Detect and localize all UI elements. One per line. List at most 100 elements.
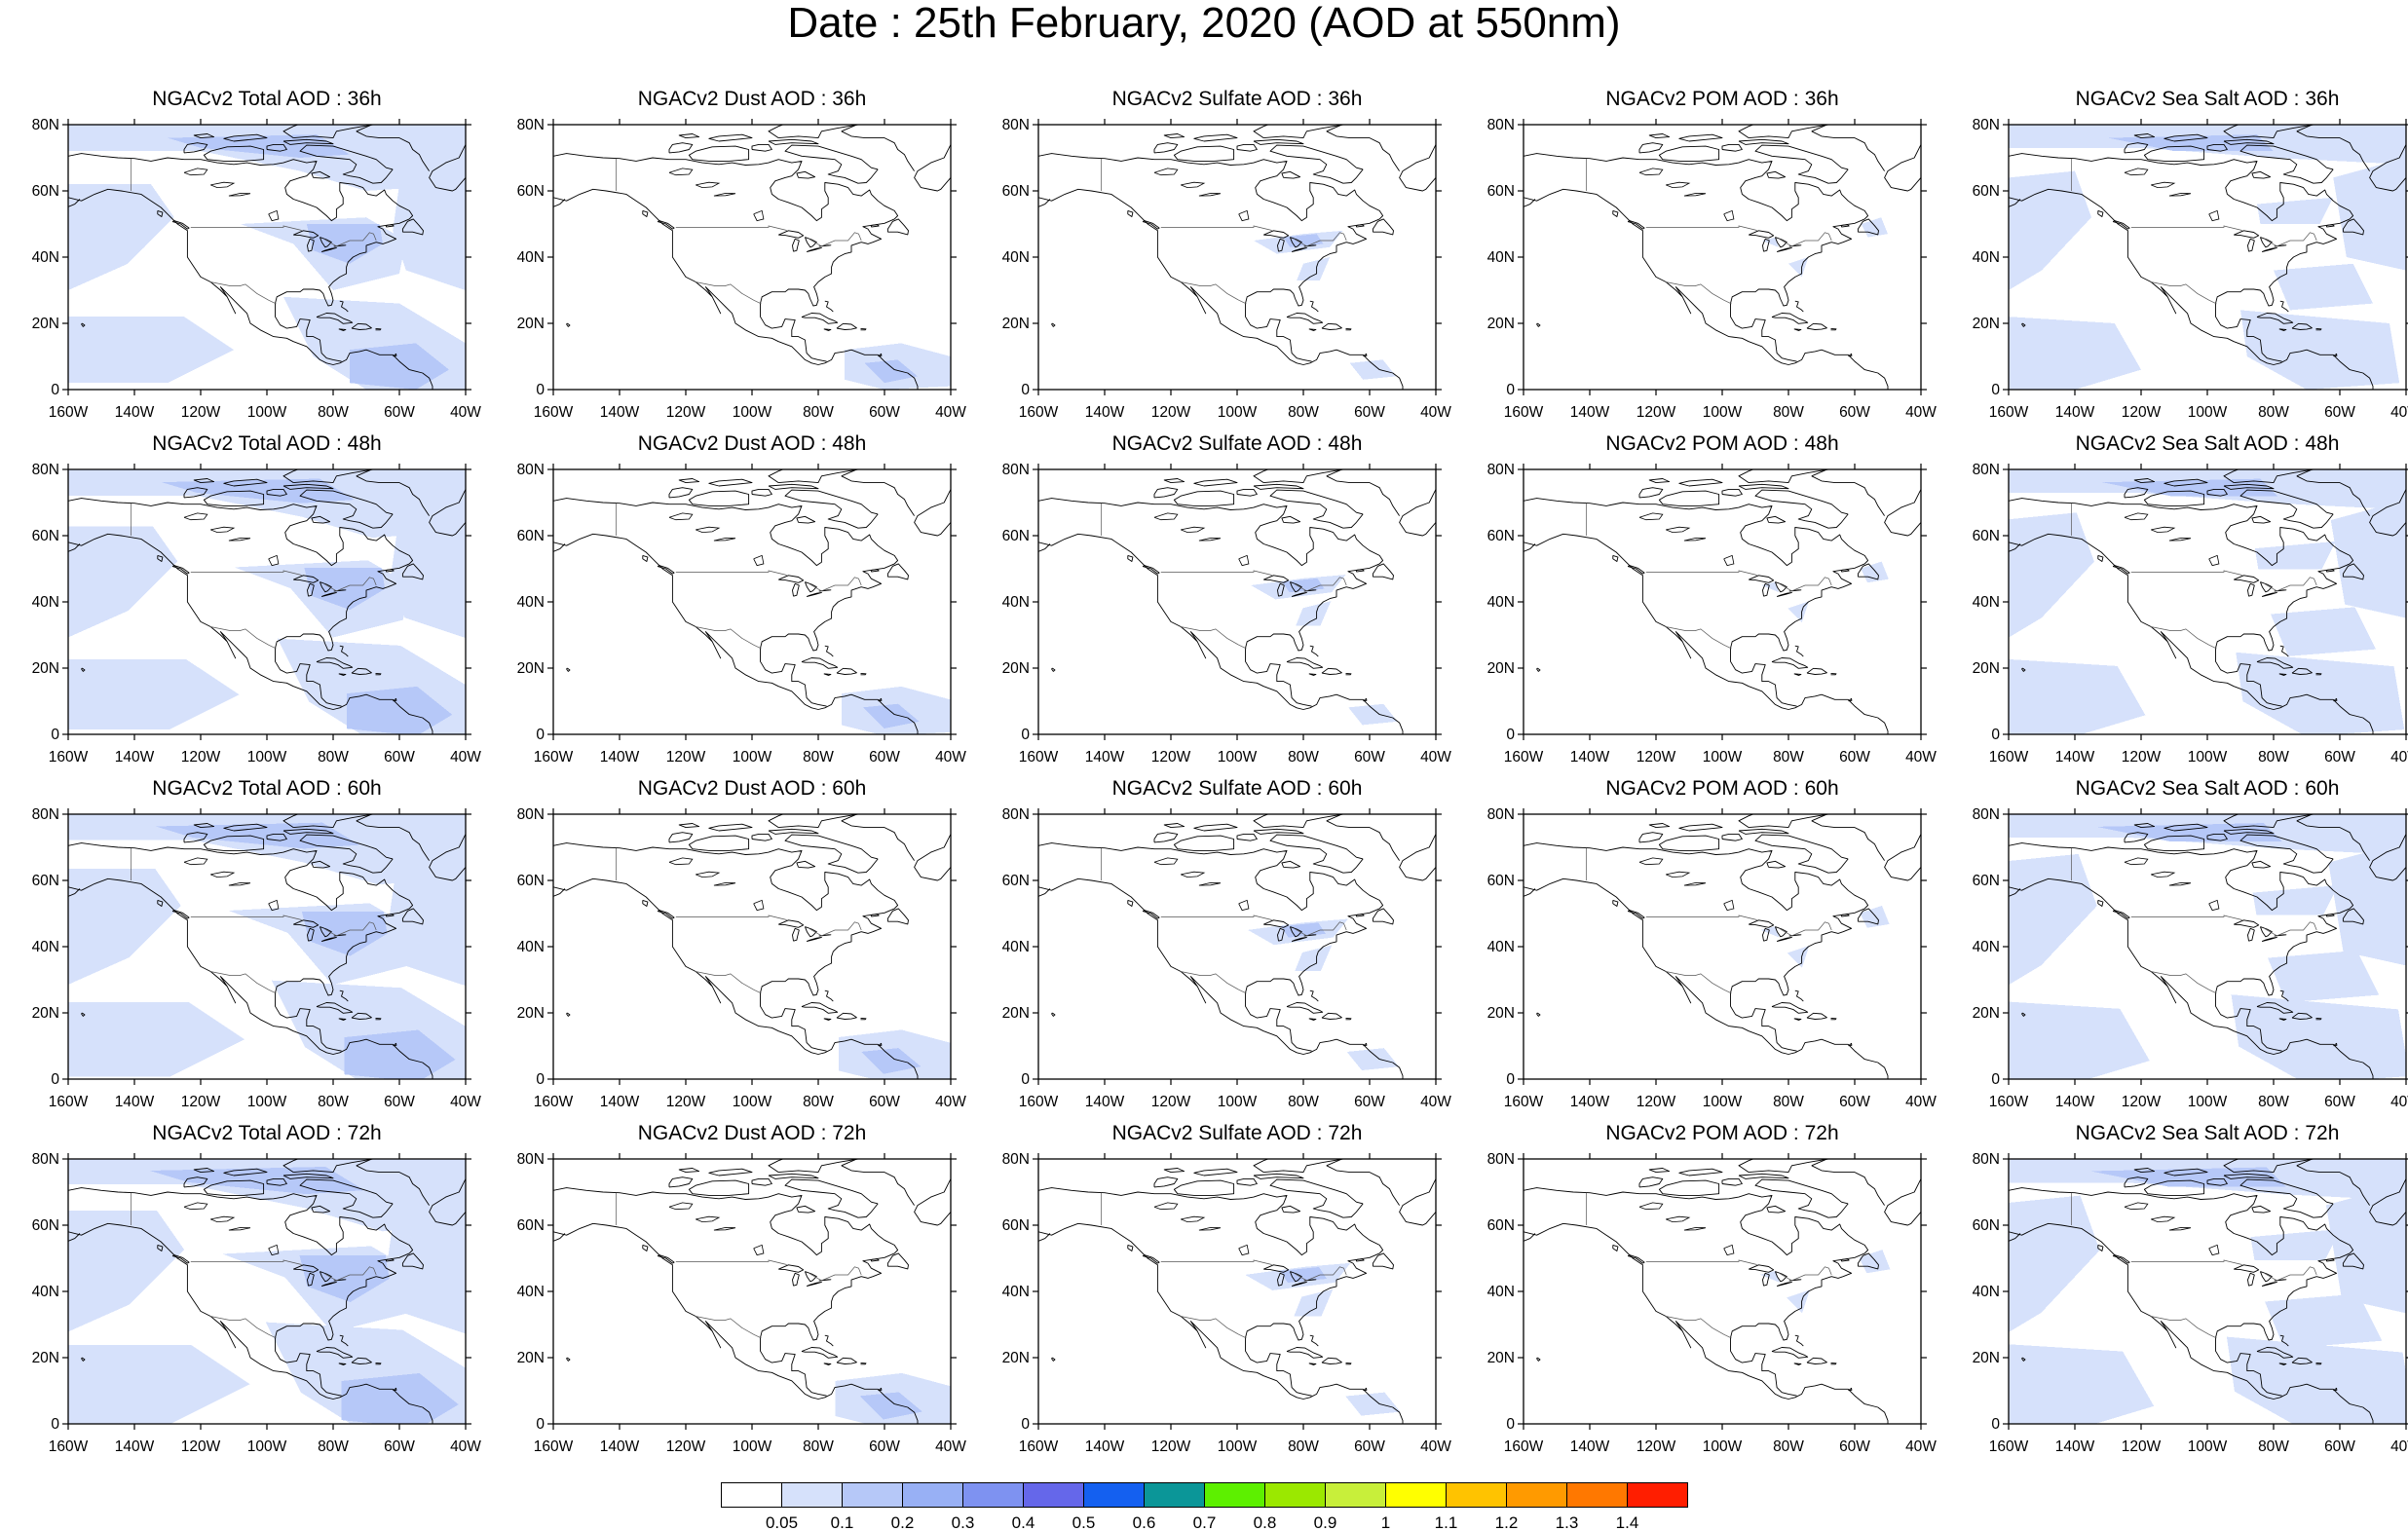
coastline — [841, 1165, 915, 1206]
lat-tick-label: 40N — [517, 1284, 545, 1300]
lat-tick-label: 60N — [1487, 873, 1515, 889]
colorbar-box — [1566, 1482, 1628, 1508]
lake-outline — [2151, 526, 2176, 534]
lon-tick-label: 60W — [1354, 1438, 1385, 1455]
coastline — [1253, 814, 1344, 829]
coastline — [2009, 153, 2354, 362]
coastline — [553, 1187, 899, 1397]
coastline — [553, 1233, 566, 1242]
lon-tick-label: 60W — [384, 404, 415, 421]
coastline — [2133, 478, 2156, 484]
coastline — [2274, 244, 2287, 247]
coastline — [1263, 575, 1290, 583]
coastline — [553, 199, 566, 207]
coastline — [1281, 515, 1301, 524]
lon-tick-label: 60W — [1839, 1094, 1870, 1110]
coastline — [1372, 1252, 1394, 1270]
coastline — [157, 899, 164, 907]
coastline — [320, 247, 337, 253]
coastline — [333, 589, 347, 592]
coastline — [1355, 224, 1365, 228]
coastline — [1811, 820, 1885, 861]
aod-area — [149, 1167, 365, 1195]
lon-tick-label: 80W — [2258, 404, 2289, 421]
lon-tick-label: 40W — [1420, 1438, 1451, 1455]
coastline — [1830, 672, 1837, 676]
lat-tick-label: 80N — [517, 1151, 545, 1168]
country-border — [1645, 915, 1757, 920]
aod-area — [2240, 310, 2400, 390]
aod-map: 80N 60N 40N 20N 0 160W 140W 120W 100W 80W 60W 40W — [1002, 462, 1452, 766]
coastline — [642, 554, 649, 562]
coastline — [1308, 1363, 1317, 1365]
coastline — [2256, 1002, 2294, 1014]
coastline — [778, 919, 805, 928]
coastline — [806, 247, 822, 253]
lon-tick-label: 160W — [534, 1438, 574, 1455]
coastline — [792, 238, 800, 252]
lat-tick-label: 20N — [517, 660, 545, 677]
coastline — [1738, 125, 1829, 139]
lon-tick-label: 40W — [2390, 404, 2408, 421]
coastline — [642, 1244, 649, 1251]
coastline — [1658, 1179, 1720, 1196]
lake-outline — [210, 526, 236, 534]
map-panel: NGACv2 Sea Salt AOD : 60h 80N 60N 40N 20N 0 16… — [1960, 775, 2408, 1120]
aod-map: 80N 60N 40N 20N 0 160W 140W 120W 100W 80W 60W 40W — [517, 1151, 967, 1455]
coastline — [708, 823, 753, 832]
coastlines — [1038, 814, 1436, 1079]
aod-area — [301, 911, 388, 956]
lat-tick-label: 0 — [1991, 1416, 2000, 1433]
coastline — [1326, 1159, 1436, 1226]
lon-tick-label: 120W — [666, 749, 706, 766]
coastline — [792, 582, 800, 597]
lake-outline — [2124, 512, 2149, 521]
aod-area — [350, 343, 449, 390]
lon-tick-label: 100W — [2188, 1094, 2228, 1110]
coastline — [1766, 1205, 1787, 1214]
coastline — [642, 899, 649, 907]
country-border — [1665, 626, 1732, 650]
coastline — [2325, 569, 2335, 573]
country-border — [2150, 971, 2217, 994]
lon-tick-label: 60W — [2324, 1438, 2355, 1455]
aod-area — [2236, 652, 2405, 734]
lon-tick-label: 60W — [1354, 749, 1385, 766]
coastline — [1142, 1254, 1160, 1264]
coastline — [2278, 328, 2287, 331]
aod-area — [2250, 1229, 2341, 1261]
coastline — [1038, 199, 1051, 207]
lat-tick-label: 0 — [51, 1416, 59, 1433]
coastline — [1355, 569, 1365, 573]
coastline — [886, 1252, 909, 1270]
coastline — [2259, 581, 2273, 593]
lon-tick-label: 120W — [1637, 1438, 1676, 1455]
coastline — [841, 1159, 951, 1226]
panel-title: NGACv2 Sulfate AOD : 60h — [1111, 777, 1363, 800]
lake-outline — [1683, 192, 1707, 197]
aod-area — [1279, 1267, 1328, 1283]
aod-area — [2226, 1336, 2406, 1424]
aod-map: 80N 60N 40N 20N 0 160W 140W 120W 100W 80W 60W 40W — [1002, 117, 1452, 421]
coastline — [1658, 490, 1720, 506]
coastline — [1326, 814, 1436, 881]
aod-area — [2009, 1344, 2155, 1424]
coastline — [2247, 927, 2255, 942]
coastline — [553, 543, 566, 552]
lat-tick-label: 0 — [51, 1071, 59, 1088]
coastline — [293, 1264, 320, 1273]
aod-shading — [68, 469, 466, 734]
coastline — [1153, 832, 1179, 843]
lake-outline — [2168, 537, 2192, 541]
coastline — [818, 1279, 832, 1282]
coastline — [2261, 1282, 2277, 1288]
country-border — [2265, 1266, 2317, 1282]
coastline — [2333, 1387, 2338, 1392]
coastlines — [68, 1159, 466, 1424]
coastline — [1771, 313, 1809, 324]
country-border — [2265, 921, 2317, 937]
coastline — [801, 1347, 839, 1359]
coastline — [1236, 833, 1258, 841]
aod-area — [2009, 853, 2097, 986]
country-border — [1645, 225, 1757, 231]
